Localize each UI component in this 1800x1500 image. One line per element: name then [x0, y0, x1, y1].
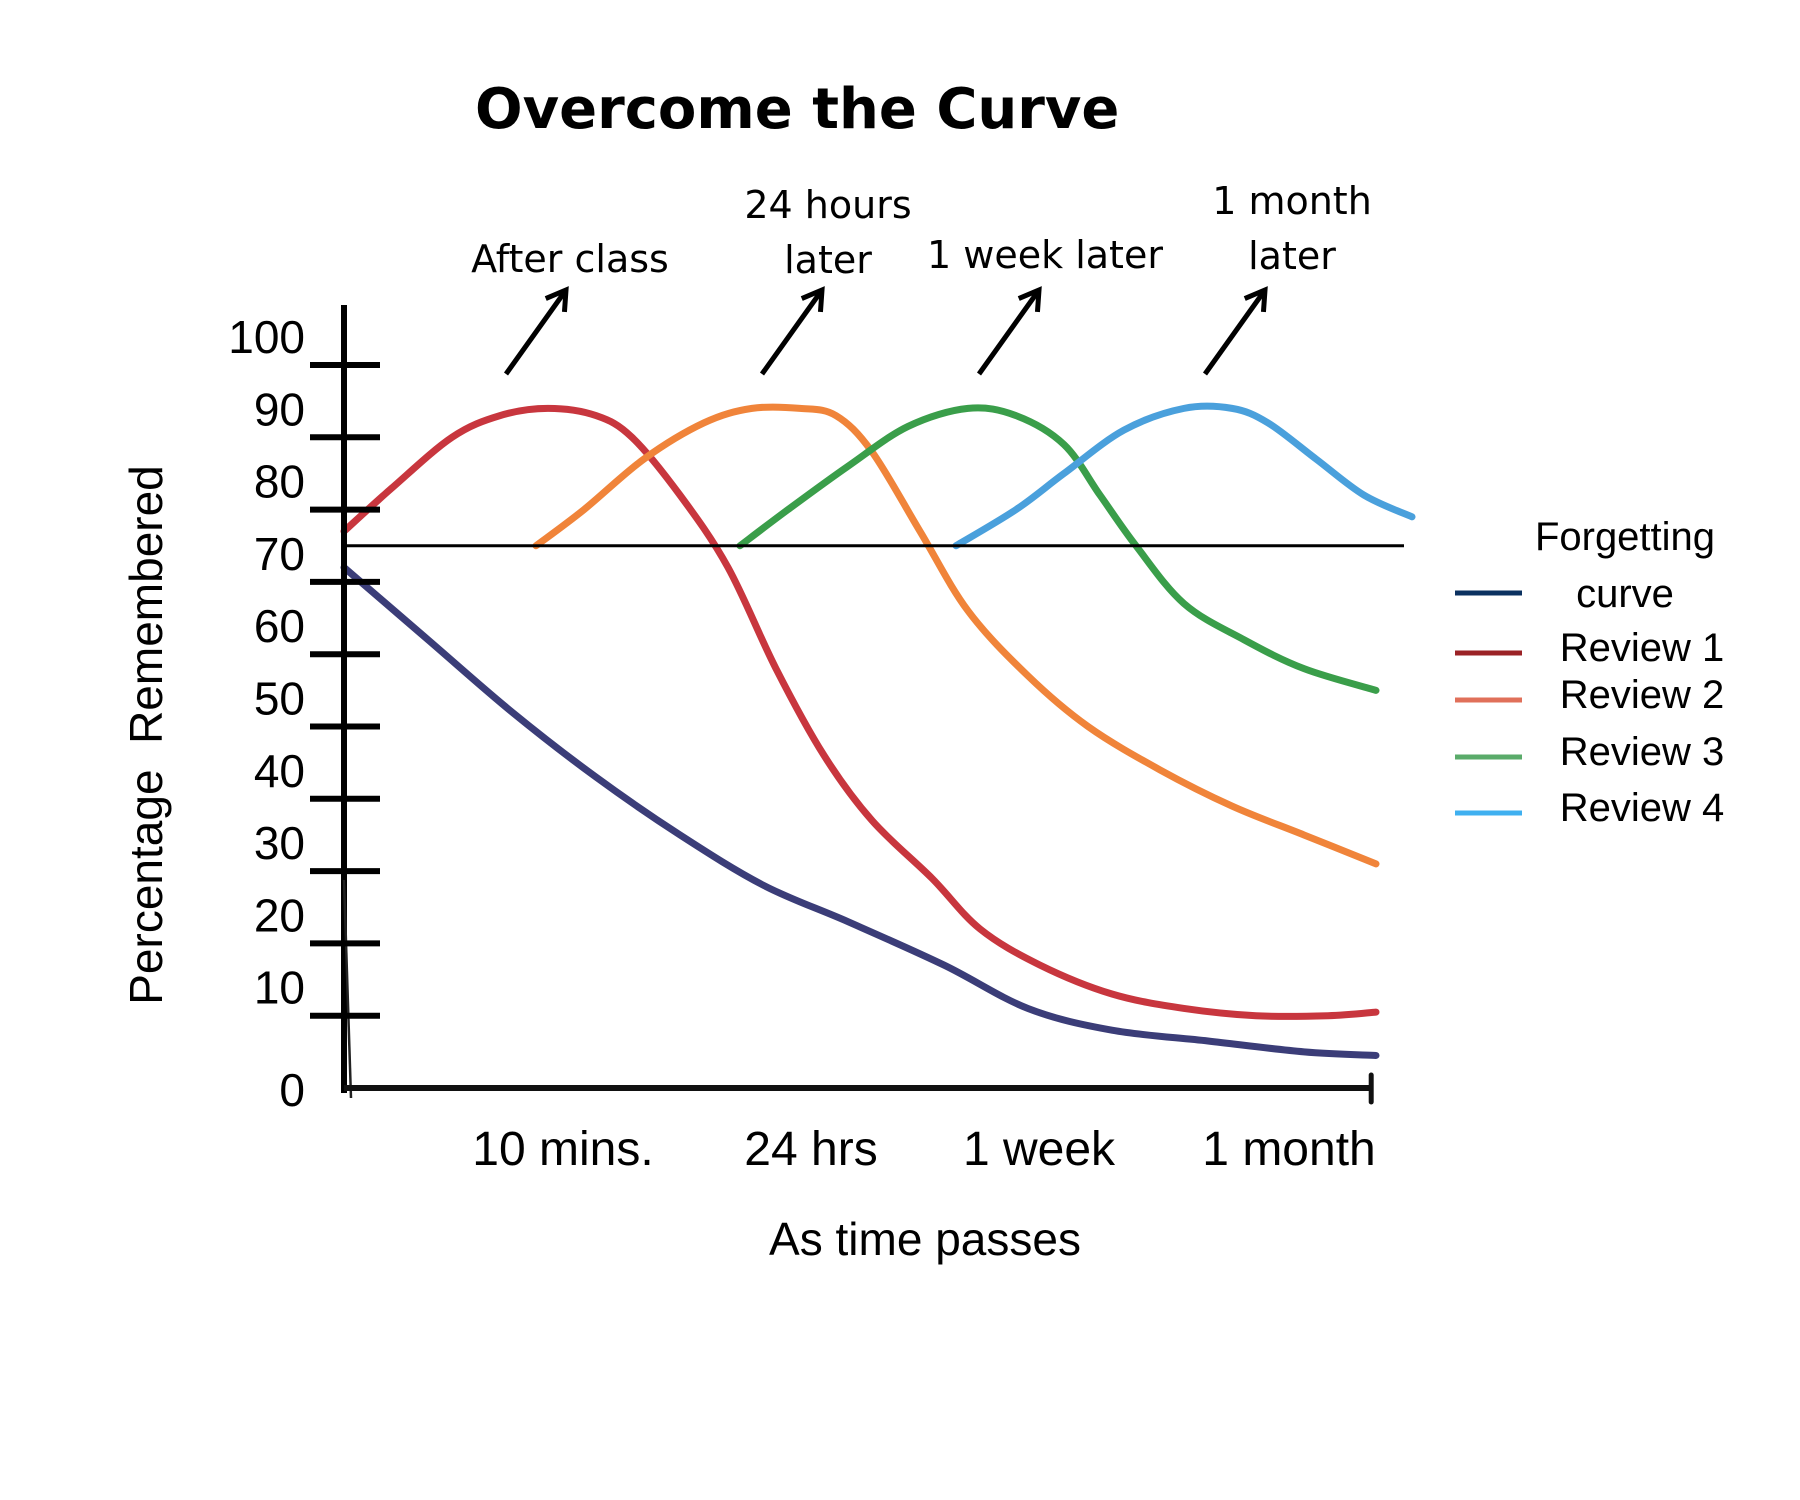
- annotation: 24 hours later: [744, 183, 912, 376]
- arrow-icon: [976, 288, 1042, 376]
- arrowhead-icon: [800, 286, 825, 313]
- series-line-review-3: [736, 404, 1380, 694]
- y-tick-label: 90: [254, 383, 305, 435]
- annotation-label: later: [784, 238, 872, 282]
- annotation-label: 1 month: [1212, 179, 1372, 223]
- annotation-label: After class: [471, 237, 669, 281]
- legend-item: Forgetting curve: [1455, 515, 1715, 616]
- annotation-label: 1 week later: [927, 233, 1163, 277]
- legend-label: Review 3: [1560, 730, 1725, 774]
- series-layer: [340, 402, 1416, 1059]
- y-tick-label: 10: [254, 962, 305, 1014]
- legend-label: Review 4: [1560, 786, 1725, 830]
- x-tick-label: 10 mins.: [472, 1123, 653, 1176]
- y-tick-label: 70: [254, 528, 305, 580]
- x-tick-label: 1 month: [1202, 1123, 1375, 1176]
- y-tick-label: 80: [254, 456, 305, 508]
- series-line-review-2: [532, 403, 1380, 868]
- x-tick-label: 1 week: [963, 1123, 1116, 1176]
- arrow-icon: [759, 288, 825, 376]
- x-axis-label: As time passes: [769, 1213, 1081, 1265]
- series-line-review-1: [340, 404, 1380, 1020]
- annotation-label: later: [1248, 234, 1336, 278]
- arrow-icon: [503, 288, 569, 376]
- x-tick-label: 24 hrs: [744, 1123, 877, 1176]
- y-tick-label: 20: [254, 889, 305, 941]
- annotation: After class: [471, 237, 669, 376]
- arrowhead-icon: [1017, 286, 1042, 313]
- legend-item: Review 1: [1455, 626, 1724, 670]
- chart-title: Overcome the Curve: [475, 77, 1119, 142]
- annotations: After class 24 hours later 1 week later 1 mo…: [471, 179, 1372, 376]
- y-tick-label: 30: [254, 817, 305, 869]
- arrowhead-icon: [1243, 286, 1268, 313]
- legend-label: curve: [1576, 572, 1674, 616]
- annotation: 1 month later: [1202, 179, 1372, 376]
- y-axis-sketch-stroke: [342, 879, 353, 1099]
- legend-label: Review 1: [1560, 626, 1725, 670]
- series-line-review-4: [952, 402, 1416, 550]
- y-tick-label: 50: [254, 673, 305, 725]
- arrowhead-icon: [544, 286, 569, 313]
- legend-label: Review 2: [1560, 673, 1725, 717]
- y-tick-label: 0: [279, 1064, 305, 1116]
- y-tick-label: 60: [254, 600, 305, 652]
- series-line-forgetting-curve: [340, 563, 1380, 1059]
- legend-item: Review 2: [1455, 673, 1724, 717]
- annotation: 1 week later: [927, 233, 1163, 376]
- legend-item: Review 4: [1455, 786, 1724, 830]
- y-axis-label: Percentage Remembered: [120, 465, 172, 1005]
- y-tick-label: 100: [228, 311, 305, 363]
- x-ticks: 10 mins. 24 hrs 1 week 1 month: [472, 1123, 1375, 1176]
- y-tick-label: 40: [254, 745, 305, 797]
- arrow-icon: [1202, 288, 1268, 376]
- annotation-label: 24 hours: [744, 183, 911, 227]
- legend-item: Review 3: [1455, 730, 1724, 774]
- legend-label: Forgetting: [1535, 515, 1715, 559]
